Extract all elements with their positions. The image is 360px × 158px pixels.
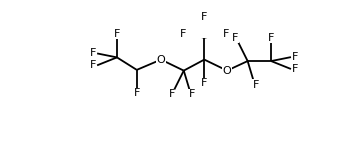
Text: F: F	[222, 29, 229, 39]
Text: F: F	[189, 89, 195, 99]
Text: F: F	[90, 49, 96, 58]
Text: F: F	[201, 12, 207, 22]
Text: F: F	[180, 29, 186, 39]
Text: O: O	[157, 55, 165, 65]
Text: F: F	[114, 29, 120, 39]
Text: F: F	[292, 64, 298, 74]
Text: F: F	[134, 88, 140, 98]
Text: F: F	[90, 60, 96, 70]
Text: F: F	[253, 80, 259, 90]
Text: F: F	[201, 78, 207, 88]
Text: F: F	[292, 52, 298, 62]
Text: O: O	[223, 66, 231, 76]
Text: F: F	[268, 33, 274, 43]
Text: F: F	[232, 33, 239, 43]
Text: F: F	[168, 89, 175, 99]
